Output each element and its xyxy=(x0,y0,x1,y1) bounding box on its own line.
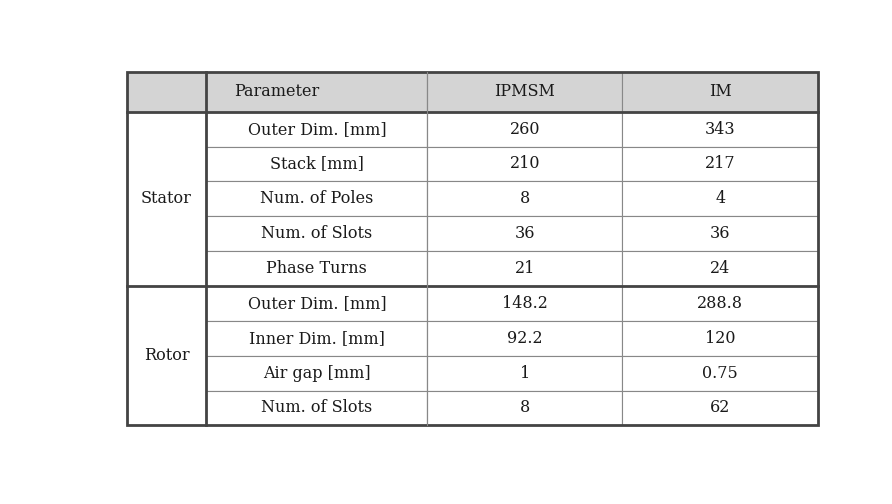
Text: Stator: Stator xyxy=(141,191,192,207)
Text: 24: 24 xyxy=(710,260,731,277)
Text: 21: 21 xyxy=(515,260,535,277)
Text: IM: IM xyxy=(709,84,731,100)
Text: Outer Dim. [mm]: Outer Dim. [mm] xyxy=(247,295,386,312)
Text: Inner Dim. [mm]: Inner Dim. [mm] xyxy=(249,330,384,347)
Bar xyxy=(427,251,623,286)
Text: Parameter: Parameter xyxy=(235,84,319,100)
Text: Outer Dim. [mm]: Outer Dim. [mm] xyxy=(247,120,386,138)
Text: Num. of Slots: Num. of Slots xyxy=(261,400,373,416)
Text: 4: 4 xyxy=(715,191,725,207)
Bar xyxy=(127,112,206,286)
Bar xyxy=(623,391,818,425)
Text: Num. of Slots: Num. of Slots xyxy=(261,225,373,242)
Text: 36: 36 xyxy=(710,225,731,242)
Text: 8: 8 xyxy=(520,400,530,416)
Text: 8: 8 xyxy=(520,191,530,207)
Bar xyxy=(427,147,623,181)
Text: 120: 120 xyxy=(705,330,735,347)
Bar xyxy=(427,181,623,216)
Bar xyxy=(427,391,623,425)
Bar xyxy=(127,286,206,425)
Text: Rotor: Rotor xyxy=(144,347,189,364)
Bar xyxy=(206,356,427,391)
Bar xyxy=(206,391,427,425)
Bar xyxy=(127,72,427,112)
Bar xyxy=(623,356,818,391)
Text: IPMSM: IPMSM xyxy=(494,84,556,100)
Bar xyxy=(427,321,623,356)
Bar xyxy=(623,251,818,286)
Bar xyxy=(206,286,427,321)
Bar xyxy=(206,321,427,356)
Bar xyxy=(427,356,623,391)
Bar xyxy=(427,112,623,147)
Bar xyxy=(623,72,818,112)
Bar xyxy=(623,321,818,356)
Bar xyxy=(206,216,427,251)
Text: 217: 217 xyxy=(705,155,736,172)
Text: 343: 343 xyxy=(705,120,736,138)
Text: 92.2: 92.2 xyxy=(507,330,542,347)
Bar xyxy=(623,147,818,181)
Text: Air gap [mm]: Air gap [mm] xyxy=(263,364,371,382)
Bar xyxy=(623,181,818,216)
Bar xyxy=(427,216,623,251)
Text: 260: 260 xyxy=(509,120,541,138)
Text: 288.8: 288.8 xyxy=(698,295,743,312)
Bar xyxy=(623,286,818,321)
Bar xyxy=(206,147,427,181)
Text: Num. of Poles: Num. of Poles xyxy=(260,191,374,207)
Text: Phase Turns: Phase Turns xyxy=(267,260,368,277)
Text: 0.75: 0.75 xyxy=(702,364,738,382)
Text: 36: 36 xyxy=(515,225,535,242)
Bar xyxy=(206,112,427,147)
Text: 148.2: 148.2 xyxy=(502,295,548,312)
Bar xyxy=(206,251,427,286)
Bar xyxy=(427,72,623,112)
Text: 1: 1 xyxy=(520,364,530,382)
Bar xyxy=(623,216,818,251)
Bar xyxy=(427,286,623,321)
Text: 210: 210 xyxy=(509,155,541,172)
Bar xyxy=(623,112,818,147)
Text: Stack [mm]: Stack [mm] xyxy=(270,155,364,172)
Bar xyxy=(206,181,427,216)
Text: 62: 62 xyxy=(710,400,731,416)
